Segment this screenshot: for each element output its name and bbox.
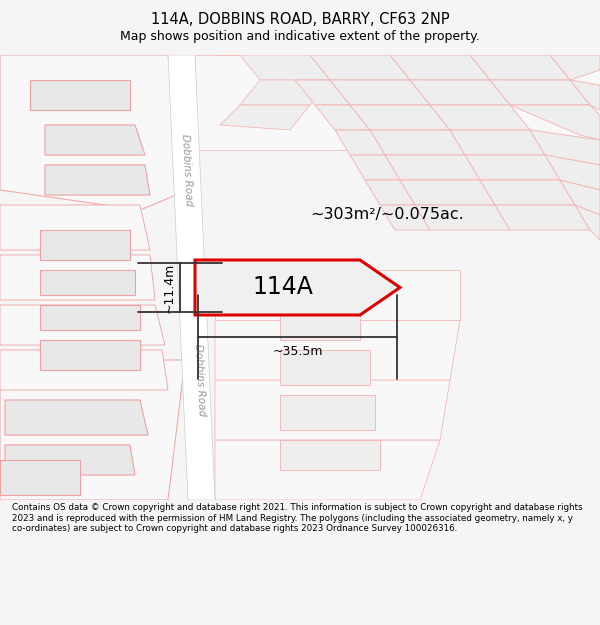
Polygon shape: [350, 105, 450, 130]
Polygon shape: [560, 180, 600, 215]
Polygon shape: [0, 255, 155, 300]
Polygon shape: [0, 360, 185, 500]
Polygon shape: [280, 350, 370, 385]
Polygon shape: [30, 80, 130, 110]
Polygon shape: [40, 270, 135, 295]
Text: 114A, DOBBINS ROAD, BARRY, CF63 2NP: 114A, DOBBINS ROAD, BARRY, CF63 2NP: [151, 12, 449, 27]
Polygon shape: [0, 350, 168, 390]
Polygon shape: [510, 105, 600, 140]
Text: 114A: 114A: [252, 276, 313, 299]
Text: ~35.5m: ~35.5m: [272, 345, 323, 358]
Polygon shape: [215, 270, 460, 320]
Polygon shape: [295, 80, 350, 105]
Text: ~303m²/~0.075ac.: ~303m²/~0.075ac.: [310, 208, 464, 222]
Text: Contains OS data © Crown copyright and database right 2021. This information is : Contains OS data © Crown copyright and d…: [12, 503, 583, 533]
Polygon shape: [410, 80, 510, 105]
Polygon shape: [315, 105, 370, 130]
Polygon shape: [330, 80, 430, 105]
Polygon shape: [0, 305, 165, 345]
Polygon shape: [195, 260, 400, 315]
Polygon shape: [550, 55, 600, 80]
Polygon shape: [40, 340, 140, 370]
Polygon shape: [215, 440, 440, 500]
Polygon shape: [495, 205, 590, 230]
Polygon shape: [0, 55, 188, 210]
Polygon shape: [385, 155, 480, 180]
Polygon shape: [215, 320, 460, 380]
Polygon shape: [365, 180, 415, 205]
Text: Dobbins Road: Dobbins Road: [193, 344, 207, 416]
Polygon shape: [168, 55, 215, 500]
Polygon shape: [530, 130, 600, 165]
Polygon shape: [430, 105, 530, 130]
Polygon shape: [575, 205, 600, 240]
Polygon shape: [40, 230, 130, 260]
Polygon shape: [545, 155, 600, 190]
Polygon shape: [400, 180, 495, 205]
Polygon shape: [335, 130, 385, 155]
Text: Dobbins Road: Dobbins Road: [180, 134, 194, 206]
Polygon shape: [390, 55, 490, 80]
Polygon shape: [5, 445, 135, 475]
Polygon shape: [280, 440, 380, 470]
Polygon shape: [215, 55, 330, 80]
Text: ~11.4m: ~11.4m: [163, 262, 176, 312]
Text: Map shows position and indicative extent of the property.: Map shows position and indicative extent…: [120, 30, 480, 43]
Polygon shape: [195, 55, 600, 150]
Polygon shape: [570, 80, 600, 110]
Polygon shape: [240, 80, 330, 105]
Polygon shape: [5, 400, 148, 435]
Polygon shape: [280, 305, 360, 340]
Polygon shape: [465, 155, 560, 180]
Polygon shape: [220, 105, 310, 130]
Polygon shape: [470, 55, 570, 80]
Polygon shape: [0, 205, 150, 250]
Polygon shape: [350, 155, 400, 180]
Polygon shape: [45, 125, 145, 155]
Polygon shape: [415, 205, 510, 230]
Polygon shape: [480, 180, 575, 205]
Polygon shape: [370, 130, 465, 155]
Polygon shape: [40, 305, 140, 330]
Polygon shape: [280, 395, 375, 430]
Polygon shape: [380, 205, 430, 230]
Polygon shape: [490, 80, 590, 105]
Polygon shape: [215, 380, 450, 440]
Polygon shape: [310, 55, 410, 80]
Polygon shape: [450, 130, 545, 155]
Polygon shape: [45, 165, 150, 195]
Polygon shape: [0, 460, 80, 495]
